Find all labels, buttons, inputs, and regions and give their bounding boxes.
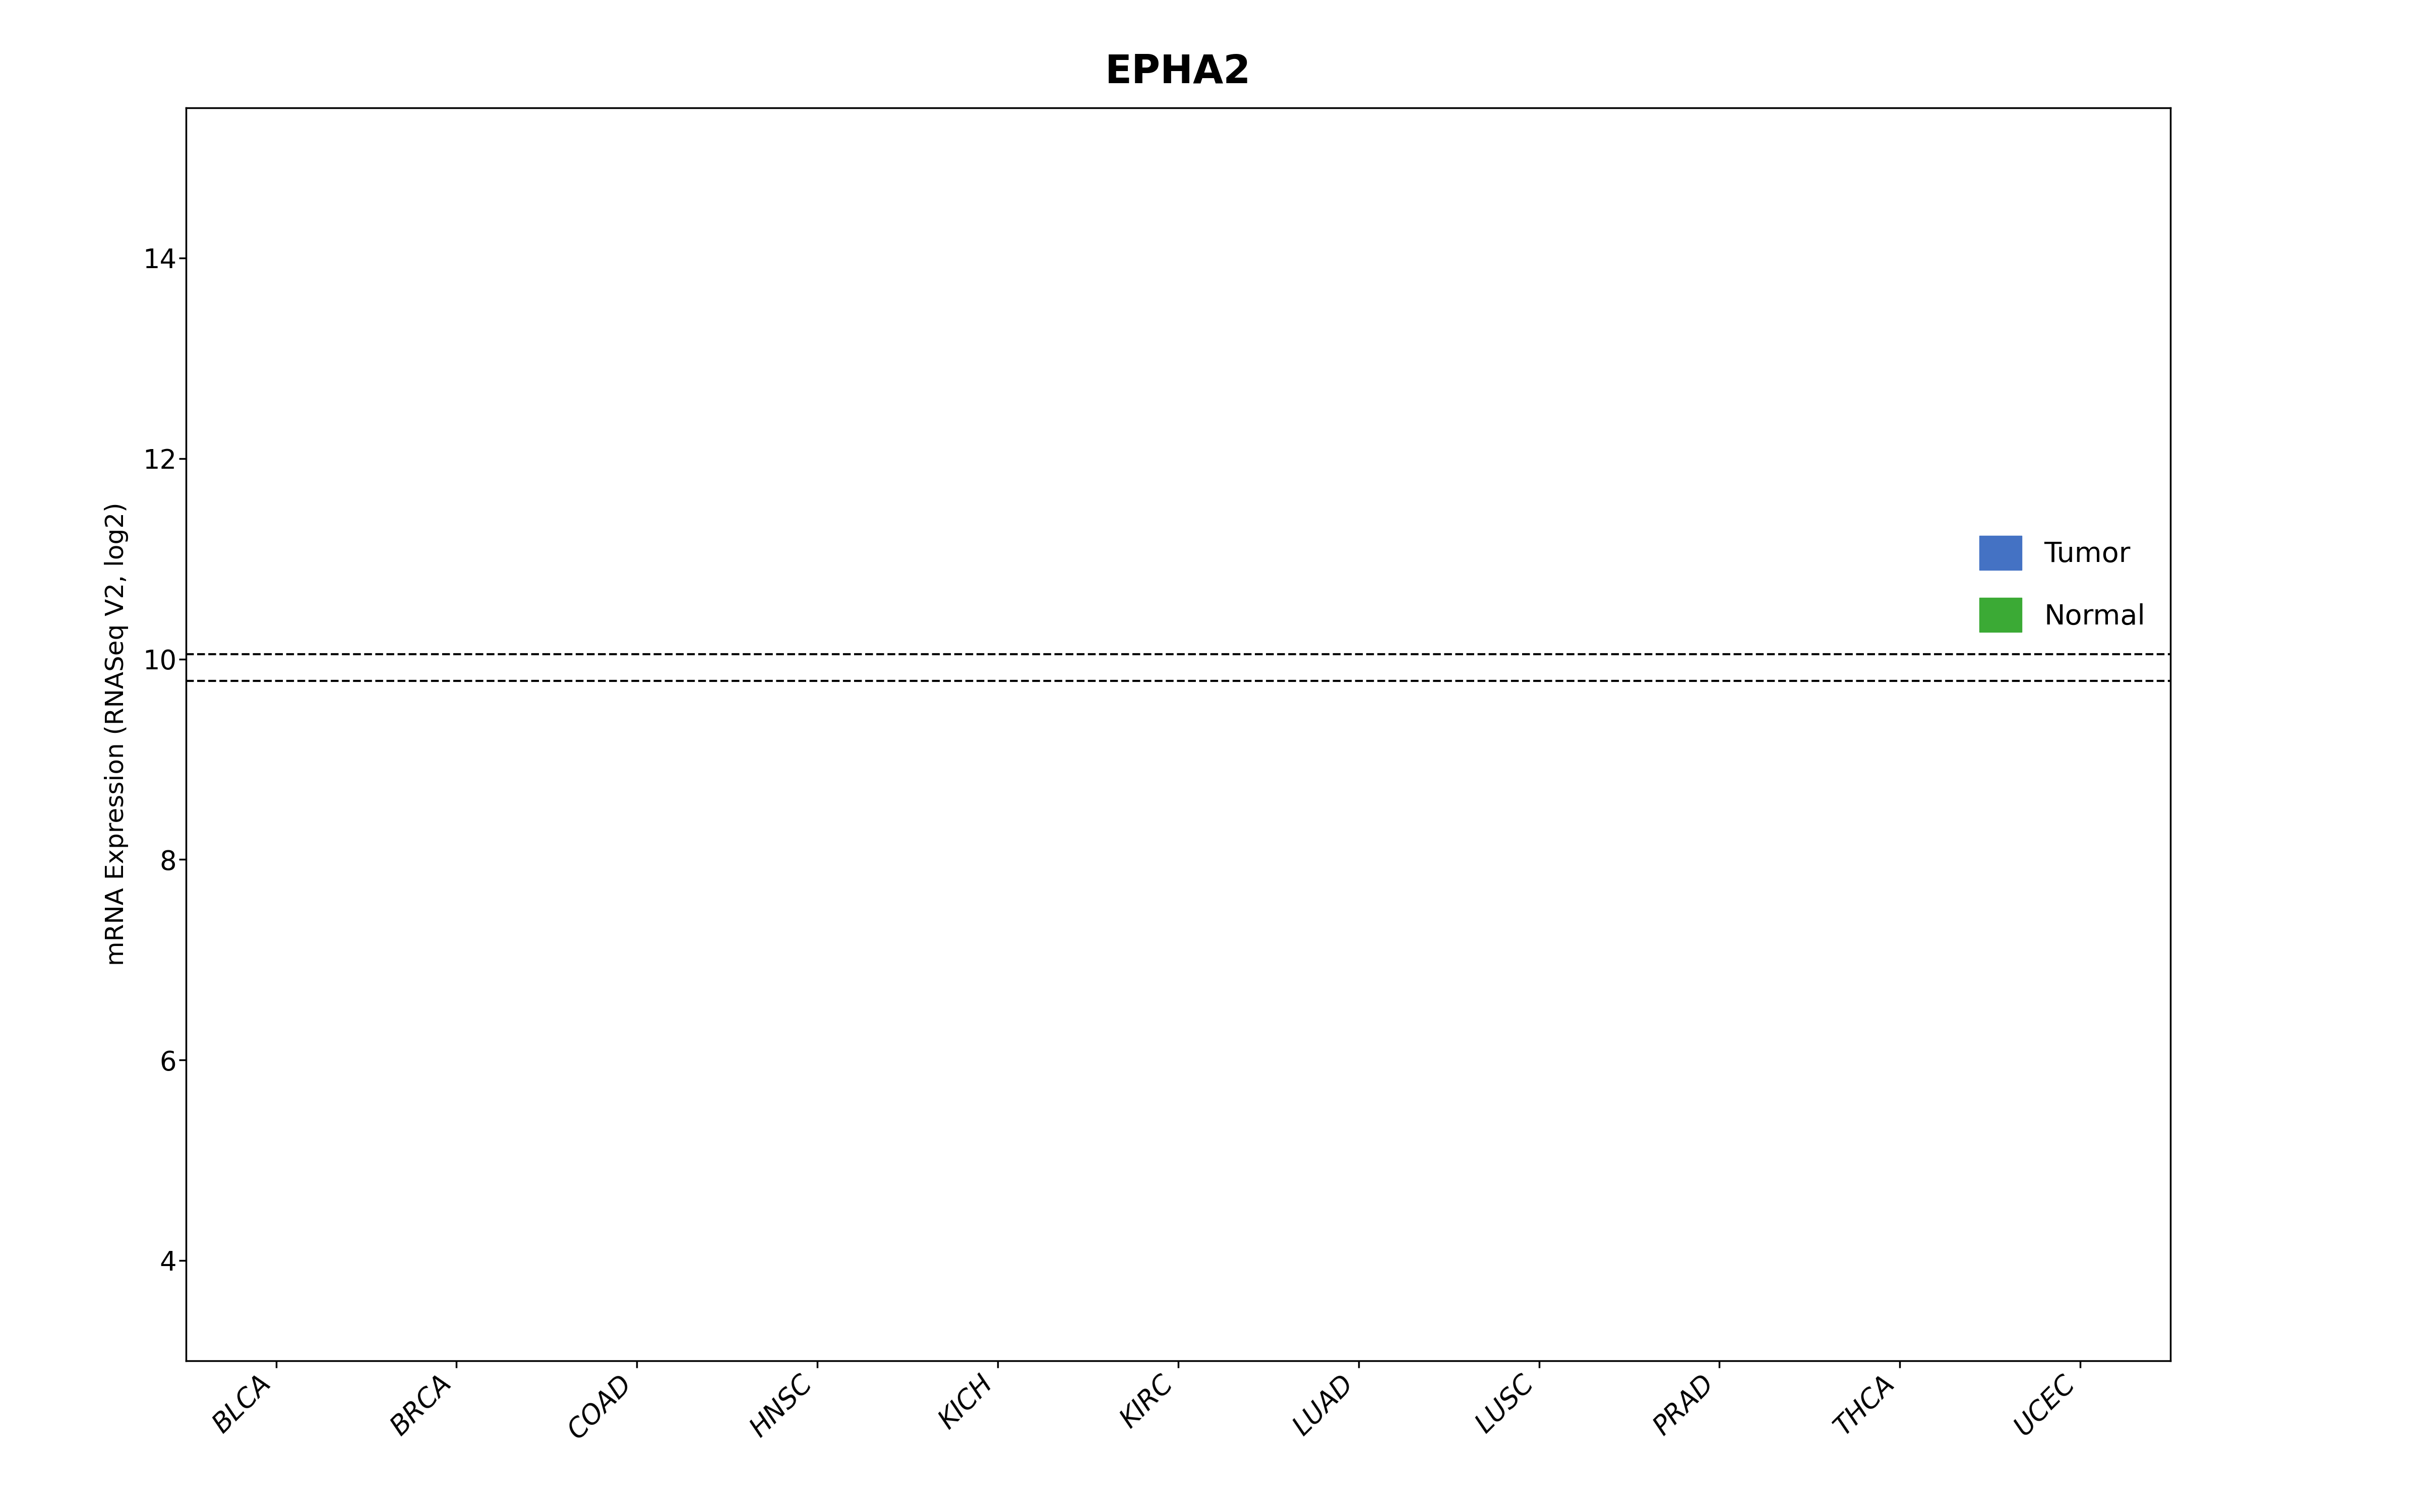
Legend: Tumor, Normal: Tumor, Normal bbox=[1967, 525, 2156, 643]
Y-axis label: mRNA Expression (RNASeq V2, log2): mRNA Expression (RNASeq V2, log2) bbox=[104, 502, 128, 966]
Title: EPHA2: EPHA2 bbox=[1106, 53, 1251, 91]
